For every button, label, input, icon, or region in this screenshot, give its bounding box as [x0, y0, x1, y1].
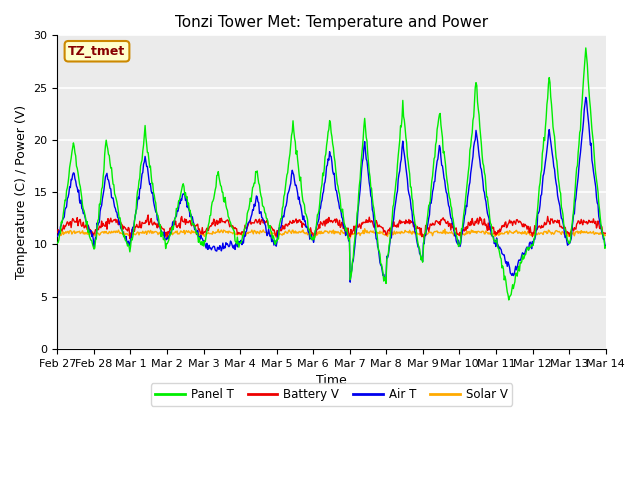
Solar V — [361, 226, 369, 231]
Battery V — [177, 225, 184, 231]
Legend: Panel T, Battery V, Air T, Solar V: Panel T, Battery V, Air T, Solar V — [150, 384, 512, 406]
Air T — [54, 233, 61, 239]
Air T — [63, 196, 71, 202]
Panel T — [582, 45, 589, 51]
Panel T — [398, 115, 406, 120]
Line: Solar V: Solar V — [58, 228, 605, 238]
Solar V — [175, 231, 183, 237]
Line: Panel T: Panel T — [58, 48, 605, 300]
Line: Battery V: Battery V — [58, 215, 605, 240]
Y-axis label: Temperature (C) / Power (V): Temperature (C) / Power (V) — [15, 105, 28, 279]
Battery V — [54, 230, 61, 236]
Air T — [346, 279, 354, 285]
Battery V — [120, 223, 127, 229]
Panel T — [505, 297, 513, 303]
Solar V — [602, 232, 609, 238]
Battery V — [205, 225, 213, 230]
Battery V — [416, 225, 424, 230]
Panel T — [414, 241, 422, 247]
Line: Air T: Air T — [58, 97, 605, 282]
Air T — [399, 138, 406, 144]
Text: TZ_tmet: TZ_tmet — [68, 45, 125, 58]
Panel T — [120, 234, 127, 240]
Air T — [582, 95, 589, 100]
Air T — [415, 244, 422, 250]
Air T — [602, 243, 609, 249]
Solar V — [346, 235, 354, 241]
Air T — [175, 199, 183, 205]
Battery V — [63, 219, 71, 225]
Solar V — [120, 229, 127, 235]
Battery V — [400, 219, 408, 225]
Battery V — [310, 237, 317, 242]
Battery V — [144, 212, 152, 218]
Panel T — [175, 198, 183, 204]
Solar V — [205, 229, 212, 235]
Panel T — [205, 222, 212, 228]
Solar V — [416, 231, 424, 237]
Air T — [120, 232, 127, 238]
Panel T — [602, 244, 609, 250]
Air T — [205, 246, 212, 252]
Solar V — [400, 230, 408, 236]
Solar V — [63, 228, 71, 234]
Battery V — [602, 230, 609, 236]
Title: Tonzi Tower Met: Temperature and Power: Tonzi Tower Met: Temperature and Power — [175, 15, 488, 30]
X-axis label: Time: Time — [316, 374, 347, 387]
Panel T — [54, 240, 61, 246]
Solar V — [54, 230, 61, 236]
Panel T — [63, 185, 71, 191]
